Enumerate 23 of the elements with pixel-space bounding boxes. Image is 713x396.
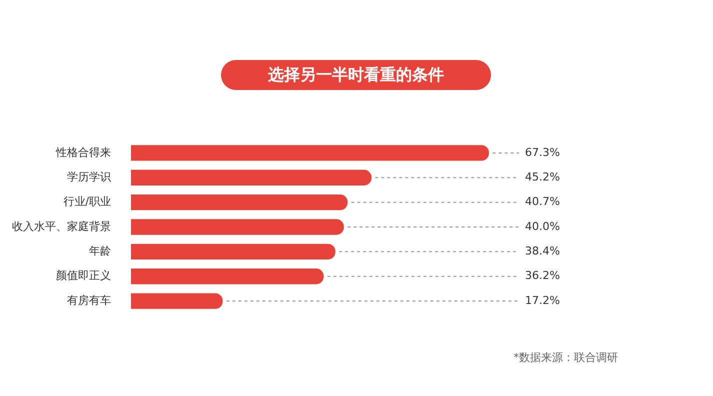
chart-title: 选择另一半时看重的条件 bbox=[221, 60, 491, 90]
data-label: 45.2% bbox=[525, 170, 560, 184]
y-tick-label: 行业/职业 bbox=[63, 195, 111, 208]
y-tick-label: 颜值即正义 bbox=[56, 269, 111, 282]
text: *数据来源：联合调研 bbox=[514, 350, 618, 365]
y-tick-label: 性格合得来 bbox=[55, 146, 111, 159]
data-label: 67.3% bbox=[525, 146, 560, 159]
bar bbox=[131, 244, 336, 260]
data-label: 17.2% bbox=[525, 294, 560, 307]
data-label: 40.7% bbox=[525, 195, 560, 208]
y-tick-label: 学历学识 bbox=[67, 170, 111, 184]
bar bbox=[131, 219, 344, 235]
bar bbox=[131, 145, 489, 161]
data-label: 36.2% bbox=[525, 269, 560, 282]
y-tick-label: 收入水平、家庭背景 bbox=[12, 220, 111, 233]
data-label: 40.0% bbox=[525, 220, 560, 233]
bar bbox=[131, 268, 324, 284]
data-label: 38.4% bbox=[525, 244, 560, 258]
bar bbox=[131, 194, 348, 210]
y-tick-label: 有房有车 bbox=[67, 294, 111, 307]
bar bbox=[131, 293, 223, 309]
y-tick-label: 年龄 bbox=[89, 244, 111, 258]
bar bbox=[131, 170, 372, 186]
